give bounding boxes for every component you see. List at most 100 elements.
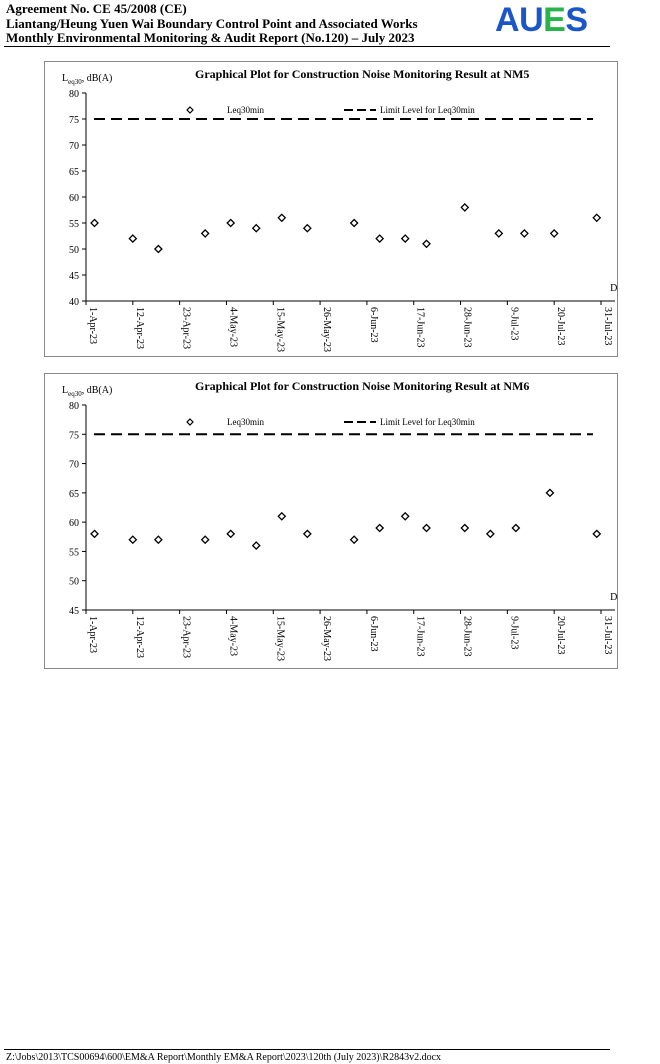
x-tick-label: 23-Apr-23	[181, 307, 192, 349]
data-point	[375, 234, 385, 244]
header-rule	[4, 46, 610, 47]
report-title: Monthly Environmental Monitoring & Audit…	[6, 30, 415, 45]
legend-label-leq30min: Leq30min	[227, 105, 264, 115]
data-point	[485, 529, 495, 539]
chart-nm5: Graphical Plot for Construction Noise Mo…	[44, 61, 630, 362]
data-point	[226, 529, 236, 539]
data-point	[400, 511, 410, 521]
data-point	[422, 523, 431, 533]
data-point	[128, 234, 138, 244]
chart-title: Graphical Plot for Construction Noise Mo…	[195, 67, 529, 81]
y-tick-label: 80	[69, 401, 79, 412]
y-tick-label: 55	[69, 219, 79, 230]
x-tick-label: 15-May-23	[274, 616, 285, 661]
x-tick-label: 20-Jul-23	[555, 307, 566, 345]
data-point	[494, 228, 504, 238]
data-point	[349, 535, 359, 545]
data-point	[153, 244, 163, 254]
y-axis-label: Leq30, dB(A)	[62, 73, 112, 86]
agreement-number: Agreement No. CE 45/2008 (CE)	[6, 1, 187, 16]
y-tick-label: 50	[69, 245, 79, 256]
aues-logo: AUES	[495, 1, 588, 39]
y-tick-label: 75	[69, 430, 79, 441]
data-point	[400, 234, 410, 244]
data-point	[277, 213, 287, 223]
x-tick-label: 9-Jul-23	[508, 307, 519, 340]
y-tick-label: 70	[69, 141, 79, 152]
x-tick-label: 31-Jul-23	[602, 307, 613, 345]
y-tick-label: 50	[69, 577, 79, 588]
y-tick-label: 60	[69, 518, 79, 529]
data-point	[592, 529, 602, 539]
x-tick-label: 28-Jun-23	[462, 616, 473, 657]
data-point	[200, 228, 210, 238]
chart-svg: Graphical Plot for Construction Noise Mo…	[44, 61, 630, 357]
data-point	[302, 223, 312, 233]
data-point	[375, 523, 385, 533]
x-tick-label: 1-Apr-23	[87, 307, 98, 344]
x-tick-label: 23-Apr-23	[181, 616, 192, 658]
x-tick-label: 20-Jul-23	[555, 616, 566, 654]
data-point	[349, 218, 359, 228]
y-tick-label: 55	[69, 547, 79, 558]
x-tick-label: 6-Jun-23	[368, 616, 379, 652]
y-tick-label: 40	[69, 297, 79, 308]
y-tick-label: 65	[69, 489, 79, 500]
data-point	[519, 228, 529, 238]
file-path: Z:\Jobs\2013\TCS00694\600\EM&A Report\Mo…	[6, 1052, 442, 1063]
x-tick-label: 4-May-23	[227, 616, 238, 656]
data-point	[153, 535, 163, 545]
data-point	[90, 529, 99, 539]
footer-rule	[4, 1049, 610, 1050]
legend-label-limit: Limit Level for Leq30min	[380, 417, 475, 427]
y-tick-label: 75	[69, 115, 79, 126]
chart-svg: Graphical Plot for Construction Noise Mo…	[44, 373, 630, 669]
report-header: Agreement No. CE 45/2008 (CE) Liantang/H…	[6, 1, 418, 46]
y-axis-label: Leq30, dB(A)	[62, 385, 112, 398]
chart-frame	[44, 61, 618, 357]
data-point	[549, 228, 559, 238]
x-tick-label: 17-Jun-23	[415, 616, 426, 657]
x-tick-label: 28-Jun-23	[462, 307, 473, 348]
y-tick-label: 65	[69, 167, 79, 178]
data-point	[422, 239, 431, 249]
y-tick-label: 45	[69, 606, 79, 617]
legend-marker-leq30min	[186, 418, 194, 426]
legend-label-leq30min: Leq30min	[227, 417, 264, 427]
x-axis-label: Date	[610, 592, 618, 603]
y-tick-label: 45	[69, 271, 79, 282]
x-tick-label: 15-May-23	[274, 307, 285, 352]
data-point	[545, 488, 555, 498]
x-tick-label: 9-Jul-23	[508, 616, 519, 649]
legend-marker-leq30min	[186, 106, 194, 114]
data-point	[511, 523, 521, 533]
data-point	[251, 223, 261, 233]
data-point	[277, 511, 287, 521]
x-tick-label: 17-Jun-23	[415, 307, 426, 348]
data-point	[460, 523, 470, 533]
x-tick-label: 31-Jul-23	[602, 616, 613, 654]
data-point	[90, 218, 99, 228]
x-tick-label: 1-Apr-23	[87, 616, 98, 653]
project-title: Liantang/Heung Yuen Wai Boundary Control…	[6, 15, 418, 31]
data-point	[460, 202, 470, 212]
chart-frame	[44, 373, 618, 669]
y-tick-label: 80	[69, 89, 79, 100]
data-point	[302, 529, 312, 539]
x-tick-label: 26-May-23	[321, 616, 332, 661]
y-tick-label: 60	[69, 193, 79, 204]
data-point	[128, 535, 138, 545]
y-tick-label: 70	[69, 460, 79, 471]
chart-nm6: Graphical Plot for Construction Noise Mo…	[44, 373, 630, 674]
x-tick-label: 12-Apr-23	[134, 616, 145, 658]
data-point	[200, 535, 210, 545]
x-tick-label: 6-Jun-23	[368, 307, 379, 343]
legend-label-limit: Limit Level for Leq30min	[380, 105, 475, 115]
x-axis-label: Date	[610, 283, 618, 294]
x-tick-label: 12-Apr-23	[134, 307, 145, 349]
x-tick-label: 26-May-23	[321, 307, 332, 352]
data-point	[226, 218, 236, 228]
data-point	[592, 213, 602, 223]
data-point	[251, 541, 261, 550]
chart-title: Graphical Plot for Construction Noise Mo…	[195, 379, 529, 393]
